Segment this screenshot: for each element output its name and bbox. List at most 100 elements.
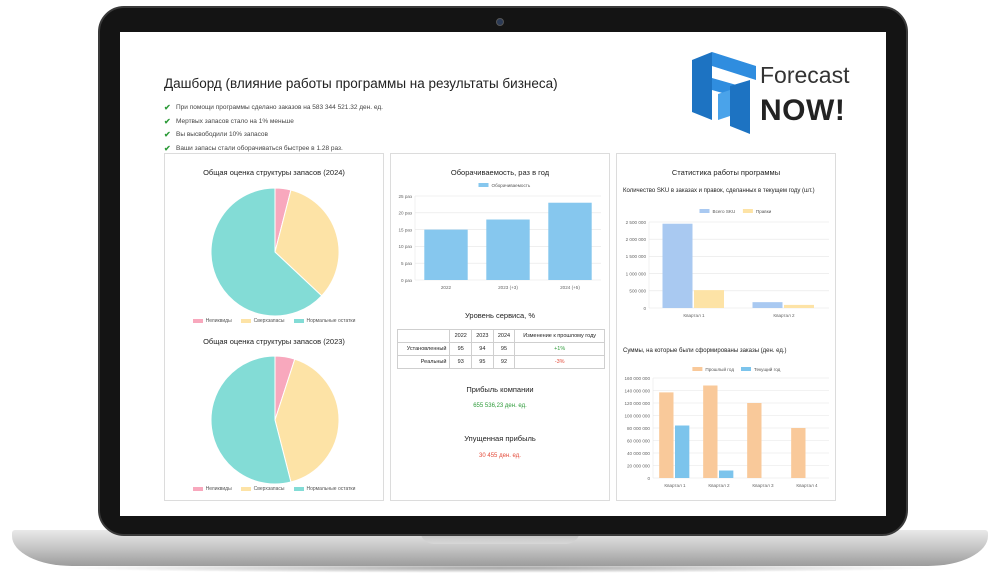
y-tick-label: 0 раз (401, 278, 412, 283)
forecast-now-logo: Forecast NOW! (690, 50, 860, 140)
logo-text-forecast: Forecast (760, 62, 850, 88)
y-tick-label: 500 000 (629, 289, 646, 294)
legend-label: Неликвиды (205, 486, 232, 492)
legend-swatch (192, 487, 203, 491)
y-tick-label: 1 500 000 (626, 254, 647, 259)
x-tick-label: Квартал 3 (752, 483, 774, 488)
legend-label: Сверхзапасы (253, 486, 285, 492)
legend-item: Неликвиды (192, 486, 232, 492)
benefit-text: Мертвых запасов стало на 1% меньше (176, 117, 294, 125)
benefit-item: ✔ Ваши запасы стали оборачиваться быстрее… (164, 142, 383, 156)
legend-label: Всего SKU (713, 209, 736, 214)
legend-item: Нормальные остатки (293, 486, 356, 492)
y-tick-label: 15 раз (398, 227, 412, 232)
legend-item: Нормальные остатки (293, 318, 356, 324)
legend-label: Неликвиды (205, 318, 232, 324)
pie-chart-2024 (210, 187, 340, 317)
bar (719, 470, 734, 478)
profit-value: 655 536,23 ден. ед. (473, 403, 527, 409)
y-tick-label: 120 000 000 (624, 401, 650, 406)
y-tick-label: 40 000 000 (627, 451, 650, 456)
legend-label: Сверхзапасы (253, 318, 285, 324)
table-header: 2023 (471, 329, 494, 343)
y-tick-label: 60 000 000 (627, 438, 650, 443)
legend-swatch (692, 367, 703, 371)
dashboard-screen: Дашборд (влияние работы программы на рез… (120, 32, 886, 516)
table-cell-change: -3% (514, 355, 605, 369)
y-tick-label: 5 раз (401, 261, 412, 266)
table-cell: 95 (471, 355, 494, 369)
legend-swatch (741, 367, 751, 371)
legend-label: Оборачиваемость (492, 183, 531, 188)
y-tick-label: 0 (643, 306, 646, 311)
legend-swatch (293, 319, 304, 323)
benefits-list: ✔ При помощи программы сделано заказов на… (164, 101, 383, 155)
legend-label: Прошлый год (705, 366, 734, 372)
y-tick-label: 2 500 000 (626, 220, 647, 225)
bar (675, 425, 690, 478)
bar (424, 229, 468, 280)
table-row: Реальный 93 95 92 -3% (396, 355, 605, 369)
pie-slice (274, 358, 340, 483)
pie-2024-legend: Неликвиды Сверхзапасы Нормальные остатки (165, 318, 383, 324)
pie-2023-title: Общая оценка структуры запасов (2023) (203, 337, 345, 346)
pie-chart-2023 (210, 355, 340, 485)
benefit-item: ✔ Вы высвободили 10% запасов (164, 128, 383, 142)
y-tick-label: 80 000 000 (627, 426, 650, 431)
legend-label: Текущий год (754, 366, 781, 372)
legend-item: Неликвиды (192, 318, 232, 324)
bar (784, 304, 814, 308)
table-cell: 95 (449, 342, 473, 356)
service-level-table: 2022 2023 2024 Изменение к прошлому году… (396, 329, 605, 369)
lost-profit-title: Упущенная прибыль (464, 434, 536, 443)
table-header: 2022 (449, 329, 473, 343)
bar (548, 202, 592, 280)
service-level-title: Уровень сервиса, % (465, 311, 535, 320)
benefit-text: Вы высвободили 10% запасов (176, 131, 268, 139)
x-tick-label: Квартал 1 (683, 313, 705, 318)
check-icon: ✔ (164, 130, 171, 140)
table-cell: 94 (471, 342, 494, 356)
program-stats-panel: Статистика работы программы Количество S… (616, 153, 836, 501)
inventory-structure-panel: Общая оценка структуры запасов (2024) Не… (164, 153, 384, 501)
legend-swatch (478, 183, 489, 187)
legend-swatch (192, 319, 203, 323)
sku-bar-chart: 0 500 000 1 000 000 1 500 000 2 000 000 2 500… (626, 209, 829, 318)
turnover-title: Оборачиваемость, раз в год (450, 168, 550, 177)
profit-title: Прибыль компании (466, 385, 534, 394)
x-tick-label: Квартал 4 (796, 483, 818, 488)
pie-slice (210, 355, 292, 485)
bar (752, 302, 783, 308)
legend-label: Нормальные остатки (306, 318, 356, 324)
legend-swatch (699, 209, 710, 213)
legend-label: Нормальные остатки (306, 486, 356, 492)
pie-2024-title: Общая оценка структуры запасов (2024) (203, 168, 345, 177)
x-tick-label: Квартал 2 (773, 313, 795, 318)
benefit-item: ✔ Мертвых запасов стало на 1% меньше (164, 115, 383, 129)
sums-bar-chart: 0 20 000 000 40 000 000 60 000 000 80 000 00… (624, 366, 829, 488)
table-cell: 95 (492, 342, 516, 356)
stats-title: Статистика работы программы (671, 168, 781, 177)
legend-swatch (240, 319, 251, 323)
y-tick-label: 2 000 000 (626, 237, 647, 242)
legend-swatch (293, 487, 304, 491)
bar (694, 290, 724, 308)
x-tick-label: 2023 (+3) (498, 285, 518, 290)
camera-icon (496, 18, 504, 26)
y-tick-label: 20 000 000 (627, 463, 650, 468)
table-cell: 92 (492, 355, 516, 369)
table-cell: Реальный (396, 355, 451, 369)
y-tick-label: 25 раз (398, 194, 412, 199)
table-header: 2024 (492, 329, 516, 343)
legend-label: Правки (756, 209, 772, 214)
check-icon: ✔ (164, 103, 171, 113)
table-header (396, 329, 451, 343)
y-tick-label: 0 (647, 476, 650, 481)
legend-item: Сверхзапасы (240, 318, 285, 324)
logo-mark-icon (692, 52, 756, 134)
table-cell: 93 (449, 355, 473, 369)
sku-chart-title: Количество SKU в заказах и правок, сдела… (623, 188, 815, 194)
logo-text-now: NOW! (760, 94, 846, 127)
bar (659, 392, 674, 478)
x-tick-label: 2024 (+5) (560, 285, 580, 290)
